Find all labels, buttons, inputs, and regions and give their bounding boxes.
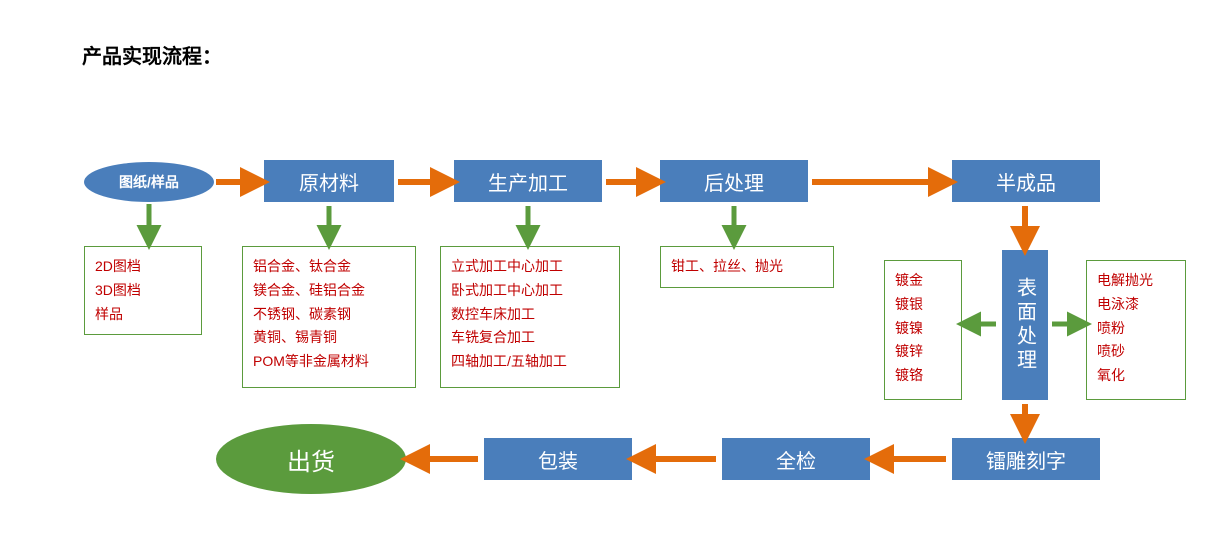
arrows-layer: [0, 0, 1230, 536]
